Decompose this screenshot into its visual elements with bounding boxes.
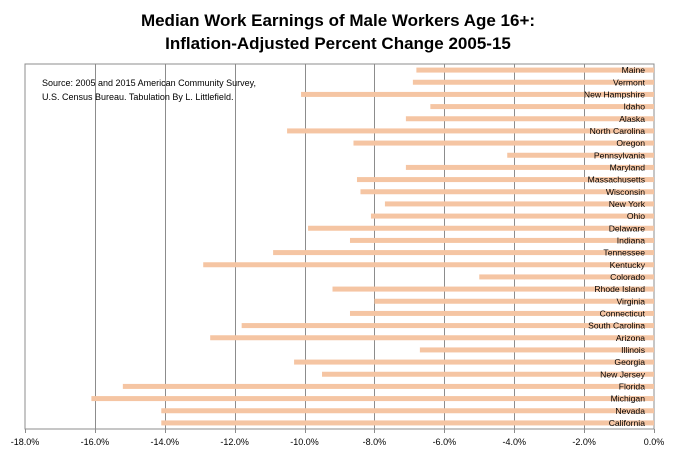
plot-frame bbox=[24, 63, 655, 430]
category-label: Virginia bbox=[616, 296, 645, 306]
bar bbox=[405, 164, 654, 170]
category-label: Tennessee bbox=[603, 248, 645, 258]
category-label: Rhode Island bbox=[594, 284, 645, 294]
category-label: Ohio bbox=[627, 211, 645, 221]
category-label: Maryland bbox=[610, 162, 646, 172]
bar bbox=[349, 310, 654, 316]
category-label: Vermont bbox=[613, 77, 646, 87]
category-label: North Carolina bbox=[590, 126, 646, 136]
x-tick-label: -2.0% bbox=[572, 437, 596, 447]
category-label: Maine bbox=[622, 65, 646, 75]
x-tick-label: -10.0% bbox=[290, 437, 319, 447]
category-label: Oregon bbox=[616, 138, 645, 148]
category-label: Alaska bbox=[619, 114, 645, 124]
bar bbox=[273, 250, 654, 256]
category-label: Wisconsin bbox=[606, 187, 645, 197]
category-label: Florida bbox=[619, 381, 645, 391]
bar bbox=[308, 225, 654, 231]
bar bbox=[287, 128, 654, 134]
bar bbox=[241, 323, 654, 329]
bar bbox=[353, 140, 654, 146]
category-label: Arizona bbox=[616, 333, 645, 343]
category-label: Nevada bbox=[615, 406, 645, 416]
chart-subtitle: Inflation-Adjusted Percent Change 2005-1… bbox=[165, 34, 511, 53]
bar bbox=[412, 79, 654, 85]
bar bbox=[419, 347, 654, 353]
bar bbox=[349, 237, 654, 243]
source-line-1: Source: 2005 and 2015 American Community… bbox=[42, 78, 256, 88]
source-line-2: U.S. Census Bureau. Tabulation By L. Lit… bbox=[42, 92, 233, 102]
category-label: New Hampshire bbox=[584, 89, 645, 99]
x-tick-label: 0.0% bbox=[644, 437, 665, 447]
category-label: Massachusetts bbox=[588, 175, 645, 185]
category-label: Michigan bbox=[611, 394, 646, 404]
x-tick-label: -8.0% bbox=[363, 437, 387, 447]
bar bbox=[294, 359, 654, 365]
chart-title: Median Work Earnings of Male Workers Age… bbox=[140, 11, 536, 30]
category-label: Connecticut bbox=[600, 308, 646, 318]
bar bbox=[374, 298, 654, 304]
category-label: New York bbox=[609, 199, 646, 209]
bar bbox=[122, 383, 655, 389]
bar bbox=[322, 371, 654, 377]
category-label: Idaho bbox=[623, 102, 645, 112]
bar bbox=[203, 262, 654, 268]
category-label: Kentucky bbox=[610, 260, 646, 270]
x-tick-label: -6.0% bbox=[433, 437, 457, 447]
bar bbox=[332, 286, 654, 292]
x-tick-label: -4.0% bbox=[502, 437, 526, 447]
bar bbox=[356, 177, 654, 183]
bar bbox=[416, 67, 654, 73]
category-label: Delaware bbox=[609, 223, 646, 233]
bar bbox=[161, 420, 655, 426]
bar bbox=[370, 213, 654, 219]
bar bbox=[507, 152, 654, 158]
x-tick-label: -12.0% bbox=[220, 437, 249, 447]
bar bbox=[91, 396, 654, 402]
category-label: Illinois bbox=[621, 345, 645, 355]
category-label: Georgia bbox=[614, 357, 645, 367]
bar bbox=[360, 189, 654, 195]
category-label: South Carolina bbox=[588, 321, 645, 331]
bar bbox=[430, 104, 654, 110]
category-label: Pennsylvania bbox=[594, 150, 645, 160]
category-label: Indiana bbox=[617, 235, 645, 245]
category-label: New Jersey bbox=[600, 369, 646, 379]
x-tick-label: -14.0% bbox=[151, 437, 180, 447]
bar bbox=[210, 335, 654, 341]
bar bbox=[479, 274, 654, 280]
bar bbox=[384, 201, 654, 207]
bar bbox=[301, 91, 654, 97]
x-tick-label: -18.0% bbox=[11, 437, 40, 447]
bar bbox=[405, 116, 654, 122]
category-label: Colorado bbox=[610, 272, 645, 282]
category-label: California bbox=[609, 418, 646, 428]
x-tick-label: -16.0% bbox=[81, 437, 110, 447]
bar bbox=[161, 408, 655, 414]
